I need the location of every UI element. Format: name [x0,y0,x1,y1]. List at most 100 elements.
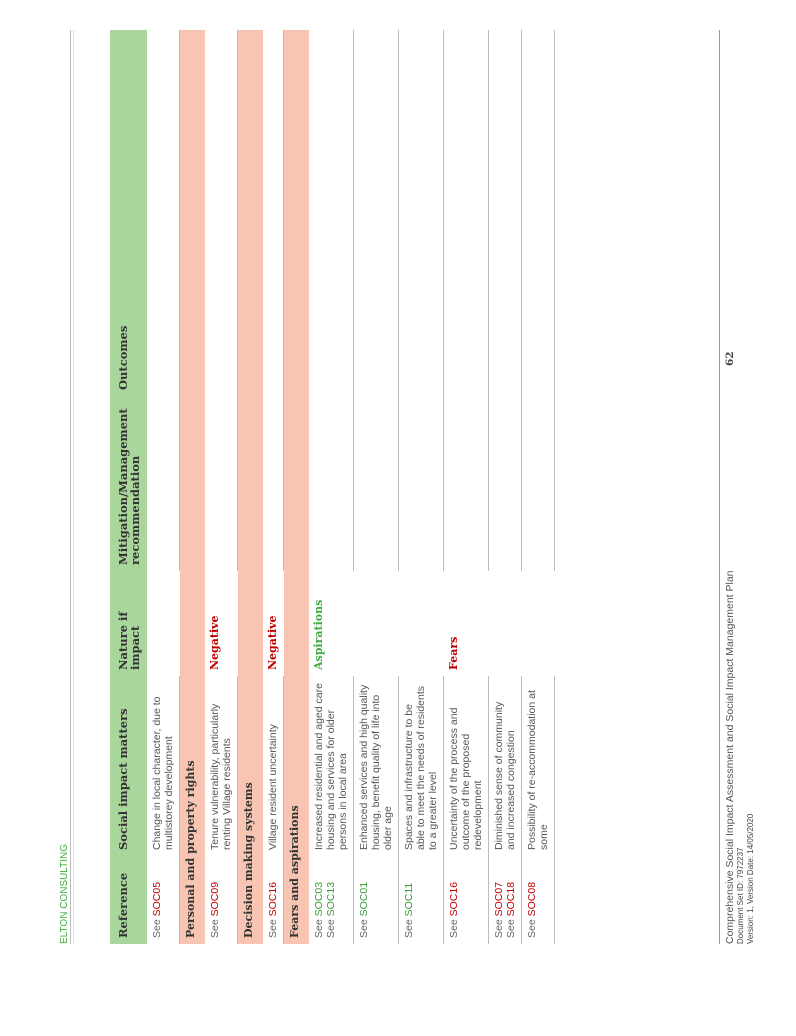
header-rule [70,30,71,944]
section-row: Personal and property rights [179,30,205,944]
reference-prefix: See [209,919,221,938]
table-row: See SOC05 Change in local character, due … [147,30,180,944]
reference-cell: See SOC09 [205,856,238,944]
reference-code: SOC09 [209,881,221,917]
reference-code: SOC07 [493,881,505,917]
table-header-row: Reference Social impact matters Nature i… [110,30,147,944]
reference-code: SOC16 [267,881,279,917]
outcomes-cell [443,30,489,396]
col-header-matters: Social impact matters [110,676,147,856]
reference-cell: See SOC05 [147,856,180,944]
reference-prefix: See [313,919,325,938]
reference-line: See SOC01 [358,862,370,938]
section-row: Decision making systems [237,30,263,944]
section-row: Fears and aspirations [283,30,309,944]
section-title: Fears and aspirations [283,30,309,944]
reference-cell: See SOC16 [443,856,489,944]
reference-line: See SOC16 [267,862,279,938]
reference-line: See SOC08 [526,862,538,938]
impact-matter-cell: Diminished sense of community and increa… [488,676,522,856]
table-row: See SOC08 Possibility of re-accommodation… [521,30,555,944]
outcomes-cell [147,30,180,396]
reference-prefix: See [448,919,460,938]
footer-meta: Document Set ID: 7972237 Version: 1, Ver… [736,814,756,944]
table-row: See SOC09 Tenure vulnerability, particula… [205,30,238,944]
reference-line: See SOC07 [493,862,505,938]
reference-cell: See SOC03 See SOC13 [309,856,354,944]
reference-prefix: See [358,919,370,938]
table-row: See SOC11 Spaces and infrastructure to be… [398,30,444,944]
col-header-mitigation: Mitigation/Management recommendation [110,396,147,571]
reference-line: See SOC16 [448,862,460,938]
col-header-nature: Nature if impact [110,571,147,676]
impact-matter-cell: Increased residential and aged care hous… [309,676,354,856]
reference-prefix: See [526,919,538,938]
table-row: See SOC16 Village resident uncertainty Neg… [263,30,284,944]
reference-code: SOC05 [151,881,163,917]
reference-cell: See SOC11 [398,856,444,944]
outcomes-cell [488,30,522,396]
reference-line: See SOC13 [325,862,337,938]
reference-prefix: See [151,919,163,938]
nature-cell [399,571,444,676]
header-rule-secondary [73,30,74,944]
nature-cell [354,571,399,676]
section-title: Decision making systems [237,30,263,944]
outcomes-cell [205,30,238,396]
nature-cell: Negative [266,615,279,670]
footer-rule [719,30,720,944]
reference-line: See SOC11 [403,862,415,938]
table-row: See SOC01 Enhanced services and high qual… [353,30,399,944]
reference-prefix: See [325,919,337,938]
version-info: Version: 1, Version Date: 14/05/2020 [746,813,755,944]
reference-code: SOC01 [358,881,370,917]
reference-cell: See SOC07 See SOC18 [488,856,522,944]
reference-line: See SOC05 [151,862,163,938]
mitigation-cell [263,396,284,571]
outcomes-cell [521,30,555,396]
table-body: See SOC05 Change in local character, due … [147,30,555,944]
nature-cell [489,571,522,676]
impact-matter-cell: Spaces and infrastructure to be able to … [398,676,444,856]
company-name: ELTON CONSULTING [59,843,70,944]
impact-matter-cell: Village resident uncertainty [263,676,284,856]
outcomes-cell [353,30,399,396]
reference-cell: See SOC16 [263,856,284,944]
impact-matter-cell: Uncertainty of the process and outcome o… [443,676,489,856]
mitigation-cell [488,396,522,571]
nature-cell: Negative [208,615,221,670]
document-set-id: Document Set ID: 7972237 [736,847,745,944]
reference-code: SOC03 [313,881,325,917]
reference-code: SOC11 [403,882,415,917]
reference-line: See SOC03 [313,862,325,938]
reference-prefix: See [403,919,415,938]
social-impact-table: Reference Social impact matters Nature i… [110,30,555,944]
impact-matter-cell: Possibility of re-accommodation at some [521,676,555,856]
col-header-outcomes: Outcomes [110,30,147,396]
nature-cell: Fears [446,636,460,670]
mitigation-cell [521,396,555,571]
impact-matter-cell: Tenure vulnerability, particularly renti… [205,676,238,856]
reference-prefix: See [267,919,279,938]
outcomes-cell [398,30,444,396]
impact-matter-cell: Change in local character, due to multis… [147,676,180,856]
reference-line: See SOC18 [505,862,517,938]
mitigation-cell [205,396,238,571]
reference-prefix: See [493,919,505,938]
nature-cell [147,571,180,676]
reference-code: SOC16 [448,881,460,917]
mitigation-cell [398,396,444,571]
table-row: See SOC03 See SOC13 Increased residential … [309,30,354,944]
mitigation-cell [309,396,354,571]
section-title: Personal and property rights [179,30,205,944]
outcomes-cell [309,30,354,396]
mitigation-cell [353,396,399,571]
reference-cell: See SOC08 [521,856,555,944]
impact-matter-cell: Enhanced services and high quality housi… [353,676,399,856]
reference-code: SOC13 [325,881,337,917]
col-header-reference: Reference [110,856,147,944]
reference-code: SOC08 [526,881,538,917]
outcomes-cell [263,30,284,396]
reference-cell: See SOC01 [353,856,399,944]
